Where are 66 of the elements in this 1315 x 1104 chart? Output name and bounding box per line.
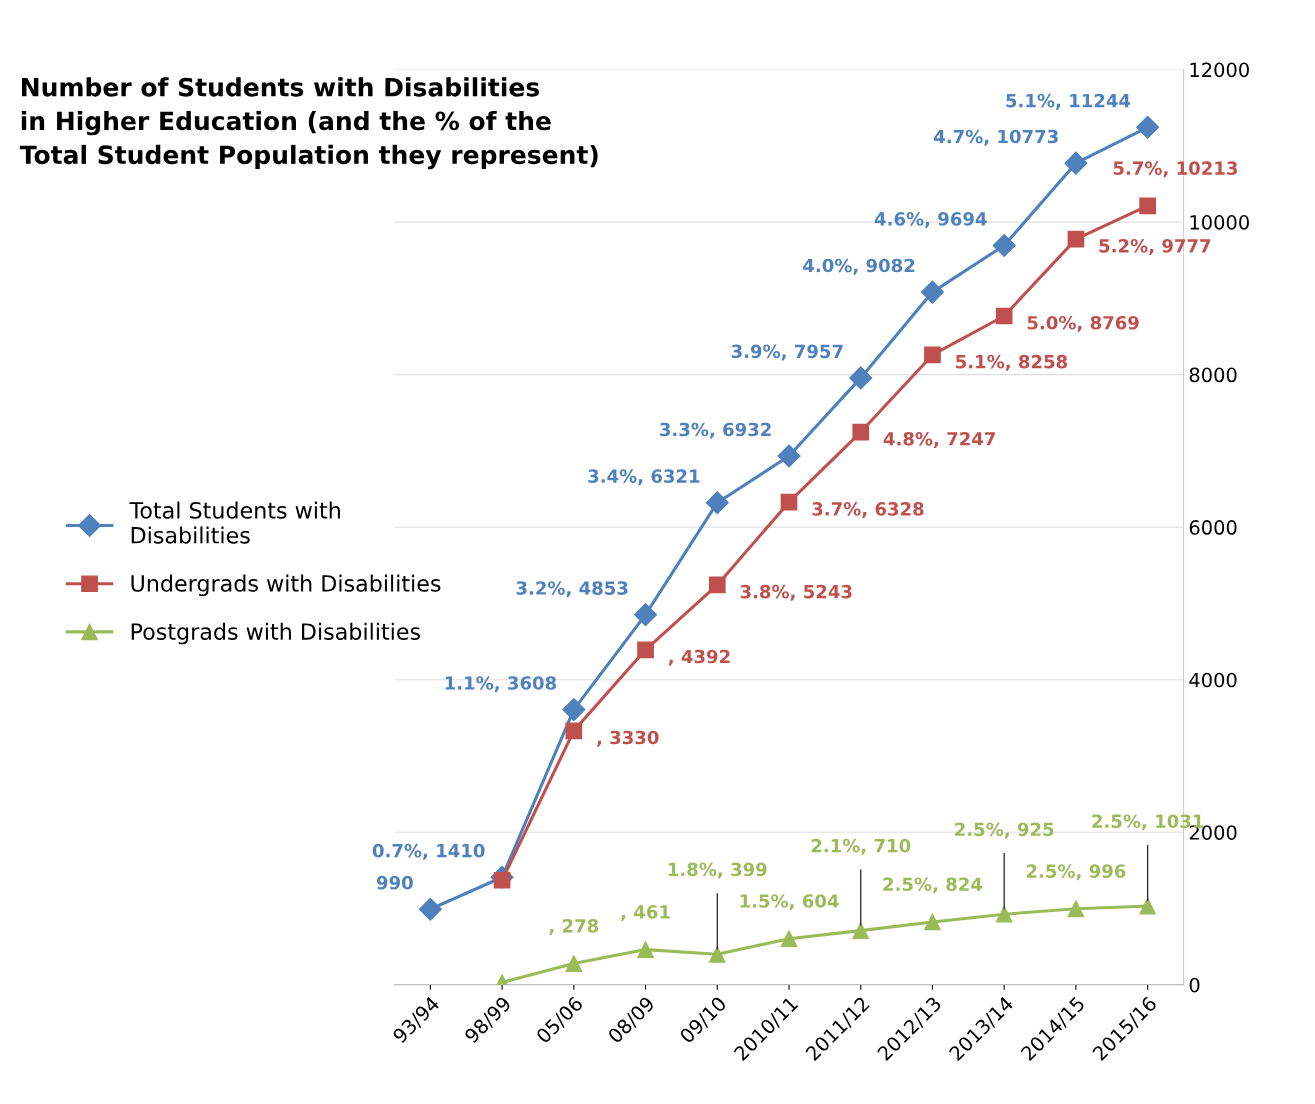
- point: [780, 493, 798, 511]
- data-label: 4.7%, 10773: [934, 129, 1058, 146]
- point: [852, 423, 870, 441]
- data-label: 1.5%, 604: [740, 894, 839, 911]
- point: [705, 491, 729, 515]
- point: [924, 346, 941, 364]
- data-label: 1.1%, 3608: [445, 676, 557, 693]
- data-label: 4.6%, 9694: [874, 212, 987, 228]
- point: [995, 307, 1013, 325]
- data-label: 2.5%, 996: [1026, 864, 1126, 881]
- point: [849, 366, 873, 390]
- data-label: 3.8%, 5243: [740, 584, 852, 601]
- data-label: 3.4%, 6321: [588, 469, 700, 486]
- data-label: 4.8%, 7247: [883, 431, 995, 448]
- data-label: , 4392: [668, 649, 730, 666]
- point: [1136, 115, 1160, 139]
- point: [565, 722, 583, 740]
- data-label: 5.1%, 11244: [1006, 93, 1131, 110]
- point: [1067, 230, 1085, 248]
- legend-label: Postgrads with Disabilities: [131, 622, 421, 645]
- point: [637, 641, 654, 659]
- y-tick-label: 8000: [1189, 367, 1237, 383]
- point: [634, 603, 658, 627]
- point: [708, 576, 726, 594]
- point: [992, 233, 1016, 257]
- data-label: 2.1%, 710: [811, 838, 911, 855]
- data-label: 2.5%, 824: [883, 877, 983, 894]
- y-tick-label: 10000: [1190, 215, 1249, 230]
- point: [920, 280, 944, 304]
- y-tick-label: 6000: [1189, 520, 1237, 535]
- data-label: 990: [376, 875, 413, 890]
- data-label: 5.0%, 8769: [1027, 315, 1139, 332]
- data-label: , 278: [549, 919, 599, 935]
- y-tick-label: 4000: [1189, 672, 1237, 688]
- legend-label: Undergrads with Disabilities: [131, 574, 441, 597]
- point: [562, 698, 586, 722]
- data-label: 3.3%, 6932: [660, 422, 771, 439]
- data-label: 3.7%, 6328: [812, 502, 924, 519]
- data-label: , 3330: [597, 730, 659, 747]
- data-label: 1.8%, 399: [668, 862, 767, 879]
- point: [1067, 900, 1085, 918]
- text: Number of Students with Disabilities in Higher Education (and the % of the Total Student Population they represent): [19, 77, 598, 170]
- point: [995, 905, 1013, 923]
- point: [780, 930, 798, 948]
- y-tick-label: 0: [1189, 977, 1200, 993]
- legend-label: Total Students with Disabilities: [129, 501, 340, 544]
- data-label: 5.2%, 9777: [1099, 239, 1211, 255]
- point: [565, 955, 583, 972]
- point: [708, 946, 726, 963]
- point: [852, 922, 870, 939]
- point: [1139, 897, 1156, 915]
- data-label: 5.1%, 8258: [956, 354, 1068, 371]
- data-label: 2.5%, 925: [955, 822, 1054, 839]
- point: [1064, 151, 1088, 175]
- data-label: 3.9%, 7957: [731, 344, 843, 361]
- data-label: 3.2%, 4853: [516, 581, 628, 598]
- y-tick-label: 12000: [1190, 62, 1249, 78]
- data-label: , 461: [621, 905, 670, 922]
- point: [924, 913, 941, 931]
- point: [1139, 197, 1156, 215]
- point: [637, 941, 654, 958]
- data-label: 4.0%, 9082: [803, 258, 915, 275]
- point: [418, 897, 442, 921]
- data-label: 0.7%, 1410: [372, 843, 485, 860]
- data-label: 5.7%, 10213: [1113, 161, 1237, 178]
- point: [777, 444, 801, 468]
